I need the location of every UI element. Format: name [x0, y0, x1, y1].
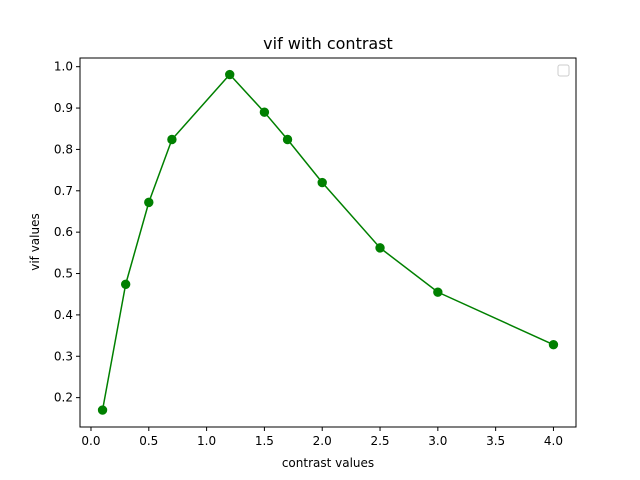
x-axis-label: contrast values: [282, 456, 374, 470]
data-point: [433, 287, 443, 297]
y-tick-label: 0.2: [54, 391, 73, 405]
y-tick-label: 0.5: [54, 267, 73, 281]
y-tick-label: 0.4: [54, 308, 73, 322]
x-tick-label: 2.0: [313, 434, 332, 448]
legend: [557, 64, 570, 77]
x-tick-label: 0.0: [81, 434, 100, 448]
y-axis-label: vif values: [28, 213, 42, 271]
data-point: [167, 134, 177, 145]
data-point: [120, 279, 131, 289]
y-tick-label: 1.0: [54, 60, 73, 74]
x-axis: 0.0 0.5 1.0 1.5 2.0 2.5 3.0 3.5 4.0: [81, 427, 563, 448]
y-tick-label: 0.3: [54, 349, 73, 363]
data-point: [259, 107, 270, 117]
chart-title: vif with contrast: [263, 34, 393, 53]
x-tick-label: 3.5: [486, 434, 505, 448]
x-tick-label: 0.5: [139, 434, 158, 448]
plot-frame: [79, 57, 577, 428]
data-point: [282, 134, 293, 145]
y-tick-label: 0.7: [54, 184, 73, 198]
data-point: [548, 339, 559, 350]
data-point: [144, 197, 154, 208]
x-tick-label: 1.5: [255, 434, 274, 448]
y-axis: 0.2 0.3 0.4 0.5 0.6 0.7 0.8 0.9 1.0: [54, 60, 80, 405]
y-tick-label: 0.9: [54, 101, 73, 115]
x-tick-label: 1.0: [197, 434, 216, 448]
data-point: [375, 243, 385, 253]
data-point: [97, 405, 108, 415]
series-line: [101, 73, 554, 411]
y-tick-label: 0.8: [54, 142, 73, 156]
data-point: [317, 177, 327, 188]
data-point: [225, 69, 235, 80]
series-layer: [97, 69, 559, 415]
x-tick-label: 4.0: [544, 434, 563, 448]
plot-area: 0.0 0.5 1.0 1.5 2.0 2.5 3.0 3.5 4.0 0.2 0.3 0.4 0.5…: [54, 57, 577, 448]
x-tick-label: 2.5: [370, 434, 389, 448]
x-tick-label: 3.0: [428, 434, 447, 448]
y-tick-label: 0.6: [54, 225, 73, 239]
